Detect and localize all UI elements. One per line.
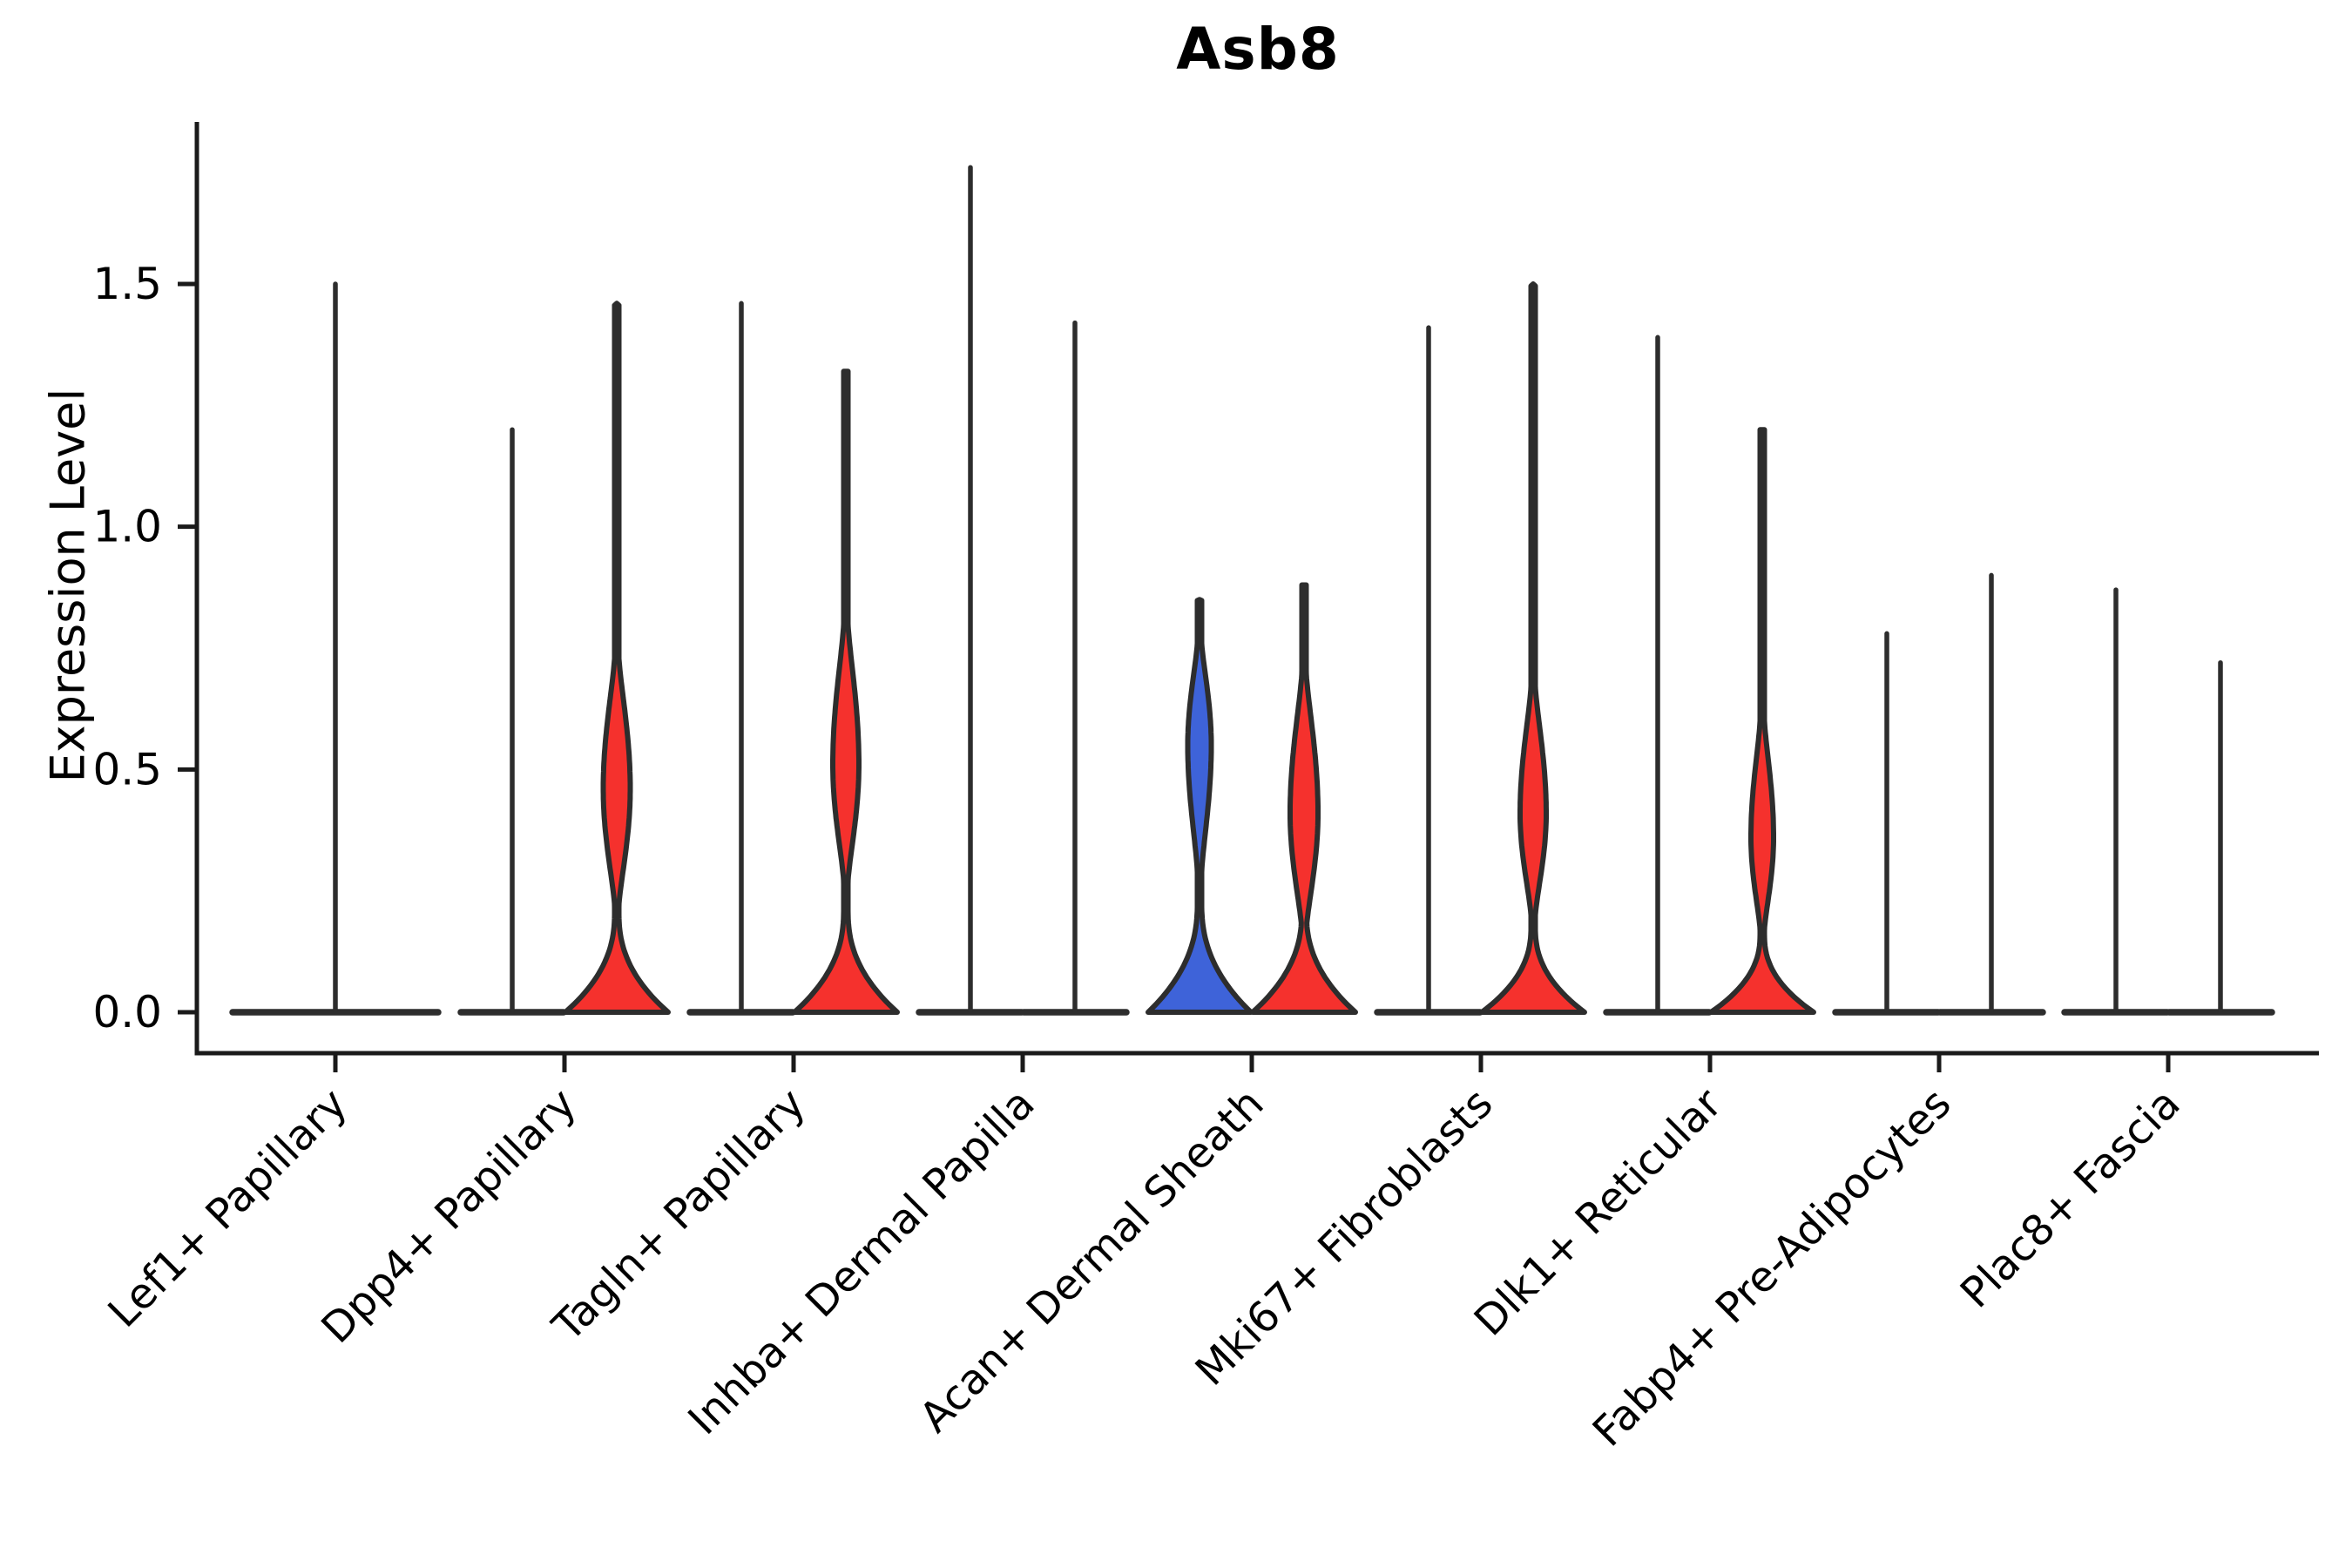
- y-tick-label: 0.0: [92, 987, 162, 1037]
- x-tick-label: Dlk1+ Reticular: [1465, 1079, 1732, 1346]
- violin-red: [792, 368, 900, 1015]
- y-tick-label: 0.5: [92, 744, 162, 794]
- x-tick-label: Plac8+ Fascia: [1951, 1079, 2190, 1318]
- violin-red: [1250, 582, 1358, 1015]
- x-tick-label: Lef1+ Papillary: [99, 1079, 357, 1337]
- violin-red: [563, 301, 671, 1015]
- x-tick-label: Tagln+ Papillary: [543, 1079, 814, 1351]
- x-tick-label: Dpp4+ Papillary: [312, 1079, 585, 1353]
- y-tick-label: 1.5: [92, 259, 162, 309]
- chart-title: Asb8: [1176, 16, 1340, 83]
- violin-blue: [1146, 597, 1254, 1015]
- violin-red: [1708, 427, 1816, 1015]
- y-tick-label: 1.0: [92, 502, 162, 552]
- violin-red: [1479, 281, 1587, 1015]
